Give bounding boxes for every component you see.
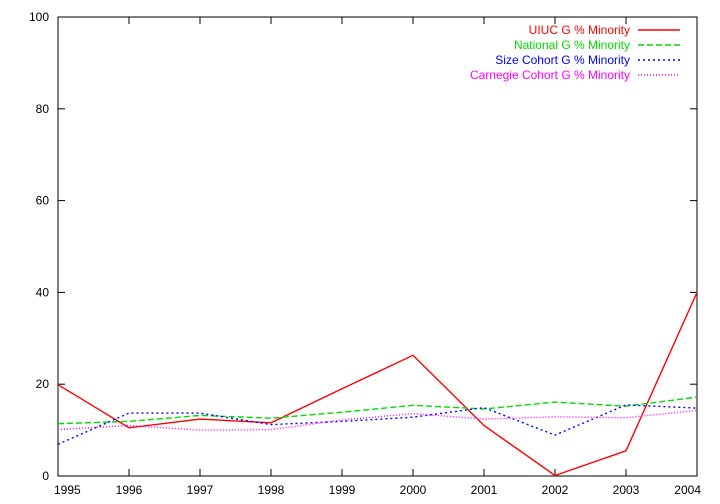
plot-frame <box>57 16 698 477</box>
x-tick-label: 1999 <box>329 483 356 497</box>
y-tick-label: 100 <box>29 10 49 24</box>
x-tick-label: 1995 <box>54 483 81 497</box>
x-tick-label: 1996 <box>116 483 143 497</box>
series-line-2 <box>57 396 698 425</box>
x-tick-label: 2003 <box>613 483 640 497</box>
x-tick-label: 2002 <box>542 483 569 497</box>
y-tick-label: 0 <box>42 469 49 483</box>
x-tick-label: 2000 <box>400 483 427 497</box>
y-tick-label: 40 <box>36 285 50 299</box>
x-tick-label: 2001 <box>471 483 498 497</box>
y-tick-label: 20 <box>36 377 50 391</box>
x-axis: 1995 1996 1997 1998 1999 2000 2001 2002 2003 2004 <box>54 17 701 497</box>
series-lines <box>57 292 698 477</box>
x-tick-label: 1998 <box>258 483 285 497</box>
series-line-1 <box>57 292 698 477</box>
legend-label: Size Cohort G % Minority <box>495 53 630 67</box>
x-tick-label: 1997 <box>187 483 214 497</box>
legend-label: Carnegie Cohort G % Minority <box>470 68 630 82</box>
y-tick-label: 60 <box>36 194 50 208</box>
legend-label: UIUC G % Minority <box>529 23 630 37</box>
y-axis: 0 20 40 60 80 100 <box>29 10 697 483</box>
series-line-4 <box>57 409 698 431</box>
x-tick-label: 2004 <box>674 483 701 497</box>
y-tick-label: 80 <box>36 102 50 116</box>
legend-label: National G % Minority <box>514 38 630 52</box>
